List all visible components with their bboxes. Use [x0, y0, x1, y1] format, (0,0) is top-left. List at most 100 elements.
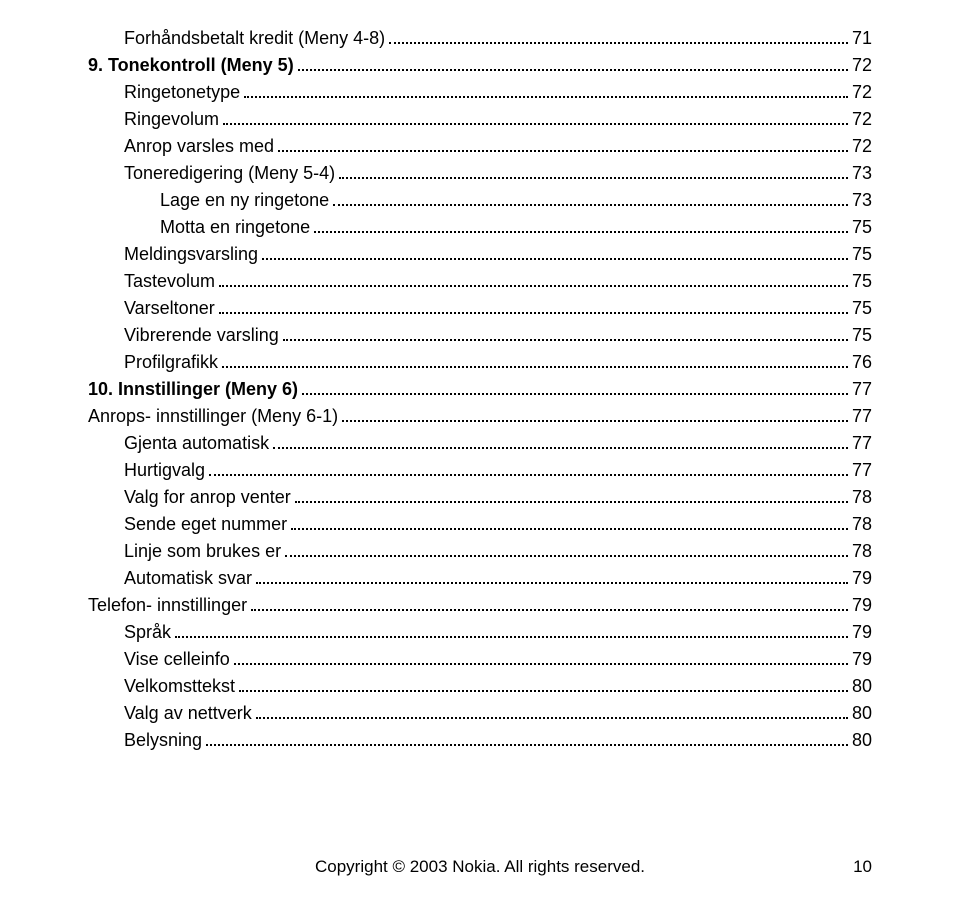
footer-copyright: Copyright © 2003 Nokia. All rights reser…: [0, 857, 960, 877]
toc-entry: 9. Tonekontroll (Meny 5) 72: [88, 55, 872, 76]
toc-entry-page: 75: [852, 217, 872, 238]
footer-page-number: 10: [853, 857, 872, 877]
toc-entry-label: Vise celleinfo: [124, 649, 230, 670]
toc-entry-label: Profilgrafikk: [124, 352, 218, 373]
toc-leader-dots: [262, 258, 848, 260]
toc-entry: Sende eget nummer 78: [88, 514, 872, 535]
toc-entry-page: 77: [852, 379, 872, 400]
toc-entry: Vibrerende varsling75: [88, 325, 872, 346]
toc-entry-label: Tastevolum: [124, 271, 215, 292]
toc-entry-label: Varseltoner: [124, 298, 215, 319]
toc-leader-dots: [333, 204, 848, 206]
toc-leader-dots: [295, 501, 848, 503]
toc-entry-page: 77: [852, 406, 872, 427]
toc-leader-dots: [175, 636, 848, 638]
table-of-contents: Forhåndsbetalt kredit (Meny 4-8) 71 9. Ton…: [88, 28, 872, 751]
toc-entry: Tastevolum75: [88, 271, 872, 292]
toc-entry-page: 80: [852, 703, 872, 724]
toc-entry-label: Anrop varsles med: [124, 136, 274, 157]
toc-entry-label: Toneredigering (Meny 5-4): [124, 163, 335, 184]
toc-leader-dots: [389, 42, 848, 44]
toc-leader-dots: [273, 447, 848, 449]
toc-entry-label: Anrops- innstillinger (Meny 6-1): [88, 406, 338, 427]
toc-entry-page: 75: [852, 244, 872, 265]
toc-leader-dots: [244, 96, 848, 98]
toc-entry-page: 77: [852, 460, 872, 481]
toc-leader-dots: [206, 744, 848, 746]
toc-entry-page: 79: [852, 649, 872, 670]
toc-leader-dots: [234, 663, 848, 665]
toc-entry-label: Vibrerende varsling: [124, 325, 279, 346]
toc-entry: Gjenta automatisk 77: [88, 433, 872, 454]
toc-entry-label: Velkomsttekst: [124, 676, 235, 697]
toc-entry: Forhåndsbetalt kredit (Meny 4-8) 71: [88, 28, 872, 49]
toc-entry-label: Gjenta automatisk: [124, 433, 269, 454]
toc-entry-page: 79: [852, 595, 872, 616]
toc-leader-dots: [339, 177, 848, 179]
toc-entry-page: 78: [852, 514, 872, 535]
toc-entry-label: Meldingsvarsling: [124, 244, 258, 265]
toc-leader-dots: [302, 393, 848, 395]
toc-entry: Anrops- innstillinger (Meny 6-1) 77: [88, 406, 872, 427]
toc-entry-page: 72: [852, 109, 872, 130]
toc-leader-dots: [256, 582, 848, 584]
toc-entry-label: Sende eget nummer: [124, 514, 287, 535]
toc-entry-page: 72: [852, 55, 872, 76]
toc-leader-dots: [222, 366, 848, 368]
toc-leader-dots: [283, 339, 848, 341]
toc-entry: Velkomsttekst 80: [88, 676, 872, 697]
toc-entry: Valg av nettverk 80: [88, 703, 872, 724]
toc-entry-page: 73: [852, 163, 872, 184]
toc-entry: Ringevolum 72: [88, 109, 872, 130]
toc-entry-label: Språk: [124, 622, 171, 643]
toc-leader-dots: [251, 609, 848, 611]
toc-entry: Motta en ringetone75: [88, 217, 872, 238]
toc-entry-page: 80: [852, 676, 872, 697]
toc-entry: Automatisk svar 79: [88, 568, 872, 589]
toc-entry-label: Telefon- innstillinger: [88, 595, 247, 616]
toc-entry-label: Forhåndsbetalt kredit (Meny 4-8): [124, 28, 385, 49]
toc-entry: Belysning 80: [88, 730, 872, 751]
toc-entry-page: 79: [852, 568, 872, 589]
toc-leader-dots: [209, 474, 848, 476]
toc-entry-page: 71: [852, 28, 872, 49]
toc-leader-dots: [291, 528, 848, 530]
toc-entry-page: 80: [852, 730, 872, 751]
toc-entry-page: 79: [852, 622, 872, 643]
toc-leader-dots: [223, 123, 848, 125]
toc-entry-page: 72: [852, 82, 872, 103]
toc-entry-label: Valg av nettverk: [124, 703, 252, 724]
toc-entry-label: Lage en ny ringetone: [160, 190, 329, 211]
toc-entry: Linje som brukes er 78: [88, 541, 872, 562]
toc-entry: Hurtigvalg 77: [88, 460, 872, 481]
toc-leader-dots: [314, 231, 848, 233]
toc-entry: Anrop varsles med 72: [88, 136, 872, 157]
toc-entry: Vise celleinfo 79: [88, 649, 872, 670]
toc-entry-page: 78: [852, 541, 872, 562]
toc-leader-dots: [219, 312, 848, 314]
toc-entry-page: 77: [852, 433, 872, 454]
toc-entry-label: Belysning: [124, 730, 202, 751]
toc-entry: Ringetonetype 72: [88, 82, 872, 103]
toc-entry: Varseltoner 75: [88, 298, 872, 319]
toc-entry-label: Automatisk svar: [124, 568, 252, 589]
toc-entry-label: Hurtigvalg: [124, 460, 205, 481]
toc-leader-dots: [298, 69, 848, 71]
toc-entry: Valg for anrop venter78: [88, 487, 872, 508]
toc-entry-page: 73: [852, 190, 872, 211]
toc-entry: Lage en ny ringetone 73: [88, 190, 872, 211]
toc-entry-label: Ringevolum: [124, 109, 219, 130]
toc-entry-label: Ringetonetype: [124, 82, 240, 103]
toc-leader-dots: [285, 555, 848, 557]
toc-entry: Meldingsvarsling 75: [88, 244, 872, 265]
toc-entry-label: Linje som brukes er: [124, 541, 281, 562]
toc-leader-dots: [219, 285, 848, 287]
toc-leader-dots: [342, 420, 848, 422]
toc-leader-dots: [256, 717, 848, 719]
toc-entry-page: 75: [852, 298, 872, 319]
toc-entry-page: 72: [852, 136, 872, 157]
toc-entry-page: 78: [852, 487, 872, 508]
toc-entry-label: 9. Tonekontroll (Meny 5): [88, 55, 294, 76]
toc-entry-label: 10. Innstillinger (Meny 6): [88, 379, 298, 400]
toc-entry: Profilgrafikk76: [88, 352, 872, 373]
